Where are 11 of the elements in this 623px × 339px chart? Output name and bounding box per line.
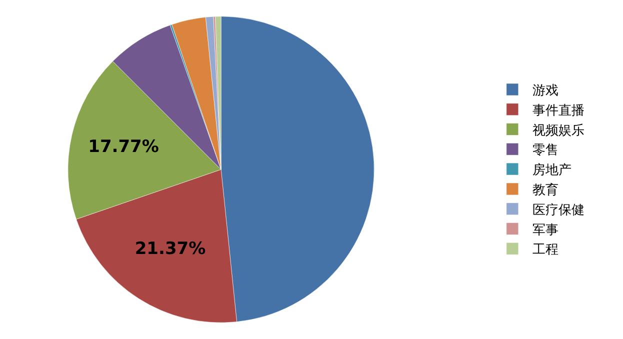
legend-label: 医疗保健 bbox=[532, 202, 584, 218]
legend-label: 工程 bbox=[532, 242, 558, 258]
legend-label: 视频娱乐 bbox=[532, 123, 584, 138]
legend-label: 事件直播 bbox=[532, 103, 584, 118]
legend-label: 军事 bbox=[532, 222, 558, 238]
data-label: 17.77% bbox=[88, 136, 159, 157]
data-label: 21.37% bbox=[134, 239, 206, 260]
legend-label: 游戏 bbox=[532, 84, 558, 99]
legend-label: 教育 bbox=[532, 182, 558, 198]
legend-label: 房地产 bbox=[532, 162, 572, 178]
legend-label: 零售 bbox=[532, 143, 558, 158]
